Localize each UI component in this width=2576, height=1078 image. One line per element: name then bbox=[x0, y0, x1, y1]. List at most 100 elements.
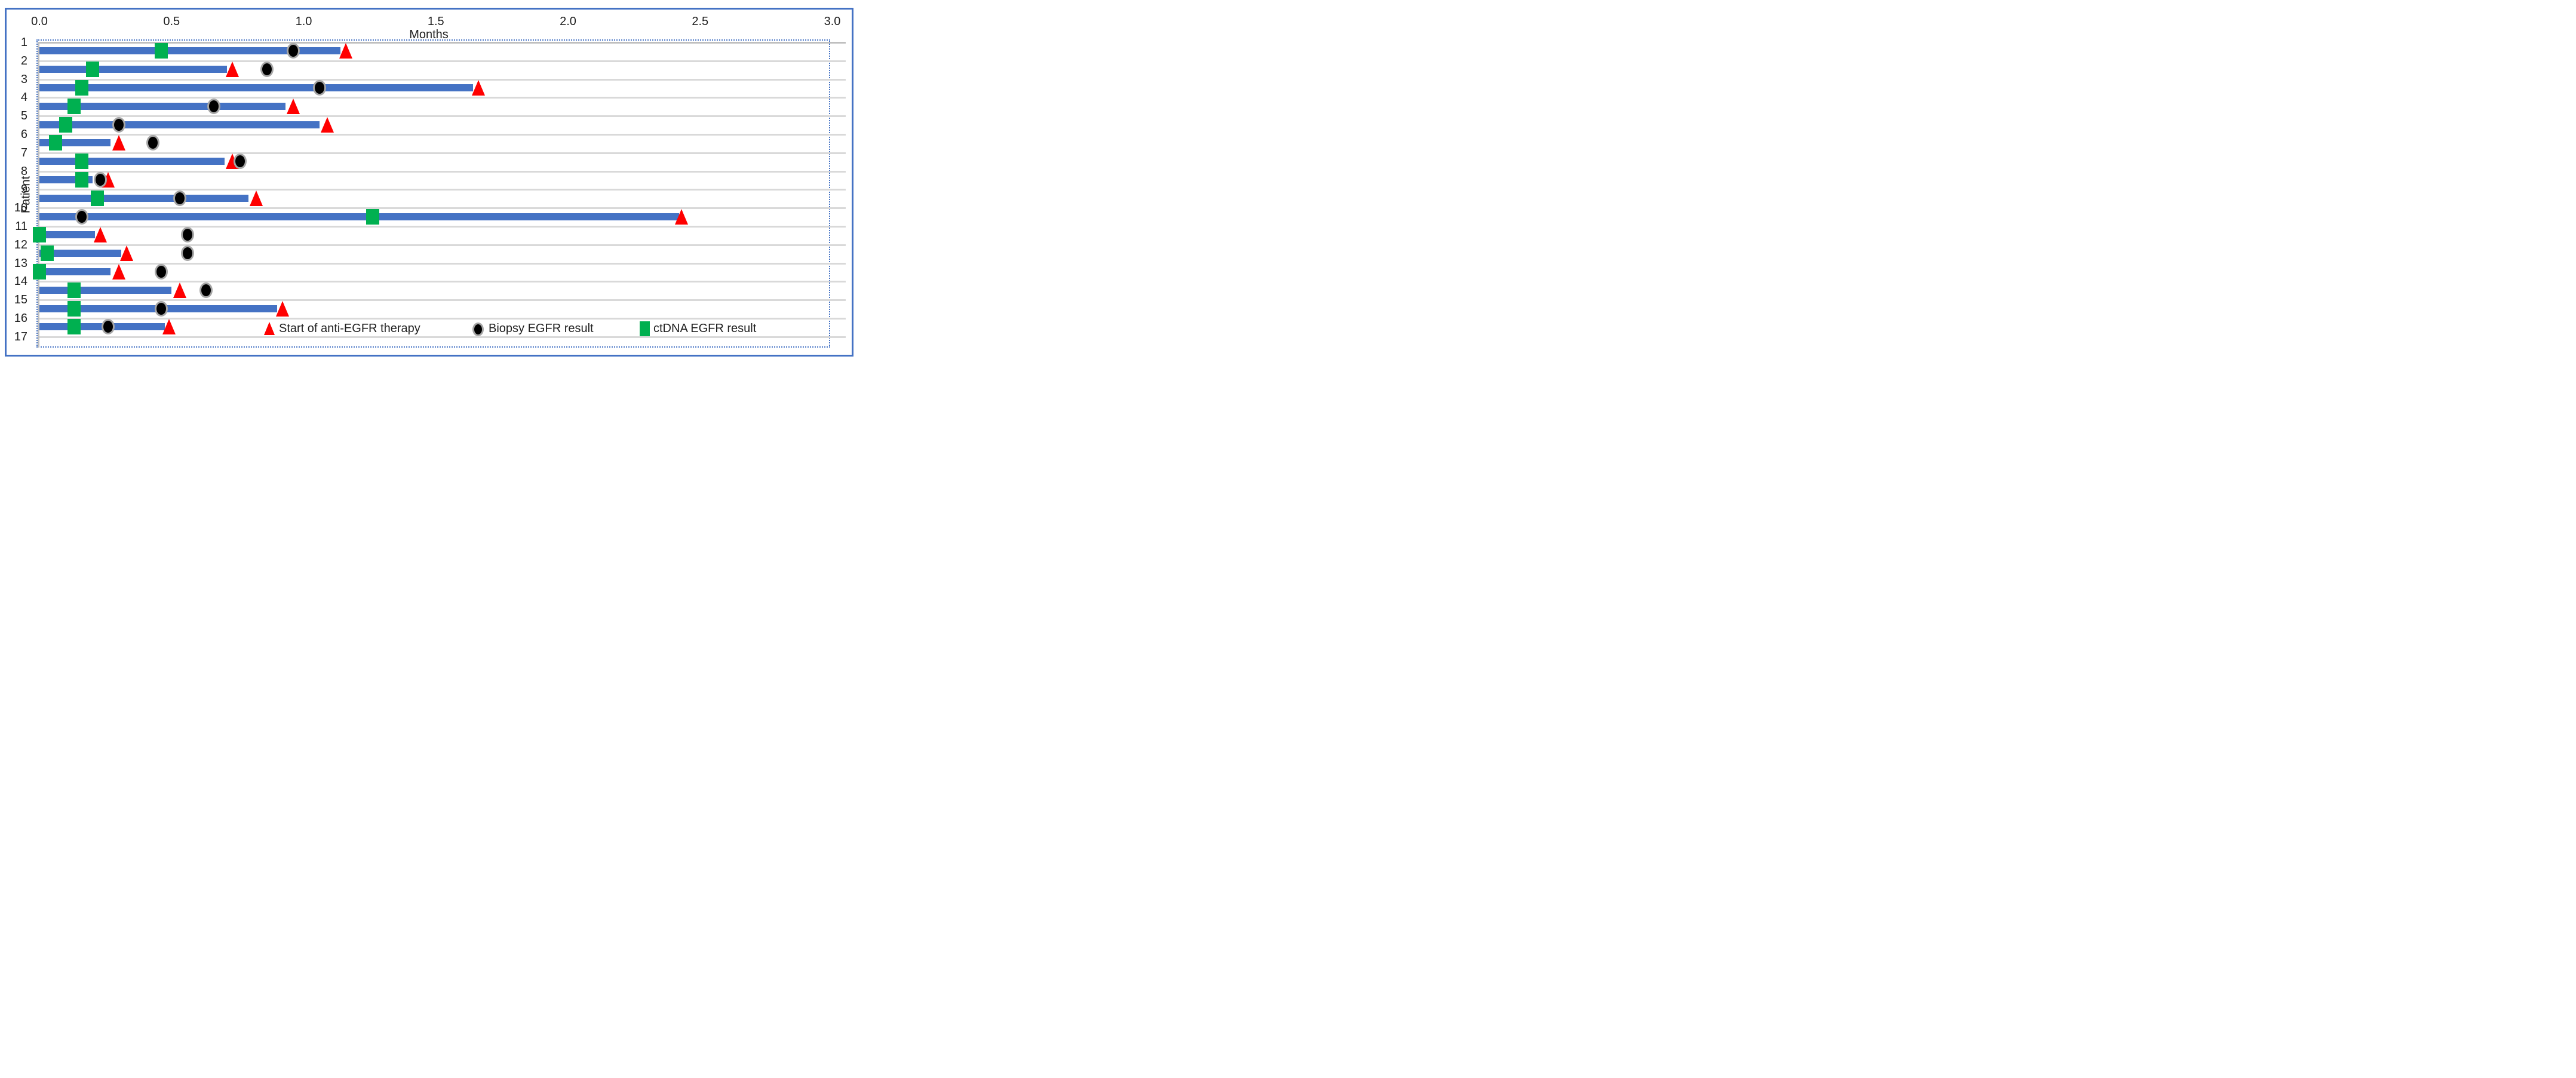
therapy-start-triangle-marker bbox=[120, 245, 134, 262]
y-tick-label: 4 bbox=[20, 91, 27, 105]
biopsy-result-circle-marker bbox=[93, 172, 107, 188]
gridline bbox=[39, 226, 846, 228]
red-triangle-icon bbox=[264, 322, 275, 335]
biopsy-result-circle-marker bbox=[286, 43, 300, 59]
y-axis-title: Patient bbox=[19, 176, 33, 214]
y-tick-label: 14 bbox=[14, 275, 27, 288]
ctdna-result-square-marker bbox=[154, 43, 168, 59]
y-tick-label: 3 bbox=[20, 72, 27, 86]
ctdna-result-square-marker bbox=[67, 282, 81, 298]
x-tick-label: 1.0 bbox=[295, 15, 312, 28]
gridline bbox=[39, 152, 846, 154]
therapy-start-triangle-marker bbox=[321, 116, 334, 133]
plot-area-dotted-selection-border bbox=[36, 39, 830, 348]
legend-label-biopsy: Biopsy EGFR result bbox=[489, 322, 594, 335]
x-tick-label: 3.0 bbox=[824, 15, 841, 28]
ctdna-result-square-marker bbox=[85, 62, 99, 78]
y-tick-label: 1 bbox=[20, 36, 27, 49]
legend-marker-biopsy bbox=[472, 321, 484, 336]
biopsy-result-circle-marker bbox=[234, 153, 247, 170]
patient-bar bbox=[39, 231, 95, 239]
therapy-start-triangle-marker bbox=[112, 135, 125, 151]
y-tick-label: 15 bbox=[14, 293, 27, 307]
y-tick-label: 12 bbox=[14, 238, 27, 251]
patient-bar bbox=[39, 194, 248, 202]
x-tick-label: 0.5 bbox=[163, 15, 180, 28]
gridline bbox=[39, 60, 846, 62]
ctdna-result-square-marker bbox=[59, 116, 73, 133]
screenshot-root: { "chart_data": { "type": "bar", "orient… bbox=[0, 0, 858, 359]
ctdna-result-square-marker bbox=[33, 264, 46, 280]
ctdna-result-square-marker bbox=[41, 245, 54, 262]
y-axis-line bbox=[38, 42, 39, 348]
biopsy-result-circle-marker bbox=[207, 98, 221, 114]
biopsy-result-circle-marker bbox=[173, 190, 186, 206]
gridline bbox=[39, 97, 846, 99]
therapy-start-triangle-marker bbox=[226, 62, 240, 78]
legend-marker-ctdna bbox=[640, 321, 650, 336]
x-tick-label: 2.5 bbox=[692, 15, 709, 28]
biopsy-result-circle-marker bbox=[180, 245, 194, 262]
biopsy-result-circle-marker bbox=[154, 300, 168, 317]
therapy-start-triangle-marker bbox=[286, 98, 300, 114]
therapy-start-triangle-marker bbox=[339, 43, 353, 59]
therapy-start-triangle-marker bbox=[112, 264, 125, 280]
gridline bbox=[39, 318, 846, 320]
y-tick-label: 2 bbox=[20, 54, 27, 67]
patient-bar bbox=[39, 47, 341, 55]
therapy-start-triangle-marker bbox=[173, 282, 186, 298]
gridline bbox=[39, 336, 846, 338]
patient-bar bbox=[39, 66, 228, 73]
therapy-start-triangle-marker bbox=[471, 80, 485, 96]
biopsy-result-circle-marker bbox=[102, 319, 115, 335]
y-tick-label: 8 bbox=[20, 164, 27, 178]
gridline bbox=[39, 299, 846, 302]
gridline bbox=[39, 244, 846, 246]
patient-bar bbox=[39, 102, 285, 110]
ctdna-result-square-marker bbox=[33, 227, 46, 243]
gantt-chart: 0.0 0.5 1.0 1.5 2.0 2.5 3.0 Months 1 2 3 4 5 6 7 8 9 10… bbox=[0, 0, 858, 359]
x-tick-label: 0.0 bbox=[31, 15, 48, 28]
x-axis-title: Months bbox=[409, 28, 449, 41]
gridline bbox=[39, 170, 846, 173]
biopsy-result-circle-marker bbox=[199, 282, 213, 298]
y-tick-label: 17 bbox=[14, 330, 27, 343]
patient-bar bbox=[39, 158, 225, 165]
ctdna-result-square-marker bbox=[67, 98, 81, 114]
therapy-start-triangle-marker bbox=[675, 208, 689, 225]
y-tick-label: 9 bbox=[20, 183, 27, 196]
gridline bbox=[39, 262, 846, 265]
patient-bar bbox=[39, 250, 122, 257]
patient-bar bbox=[39, 121, 320, 128]
ctdna-result-square-marker bbox=[366, 208, 379, 225]
biopsy-result-circle-marker bbox=[180, 227, 194, 243]
y-tick-label: 5 bbox=[20, 109, 27, 123]
ctdna-result-square-marker bbox=[75, 80, 88, 96]
patient-bar bbox=[39, 213, 679, 220]
biopsy-result-circle-marker bbox=[112, 116, 125, 133]
y-tick-label: 7 bbox=[20, 146, 27, 159]
ctdna-result-square-marker bbox=[75, 153, 88, 170]
therapy-start-triangle-marker bbox=[162, 319, 176, 335]
x-tick-label: 2.0 bbox=[560, 15, 576, 28]
legend-label-start-therapy: Start of anti-EGFR therapy bbox=[279, 322, 420, 335]
patient-bar bbox=[39, 84, 473, 91]
ctdna-result-square-marker bbox=[48, 135, 62, 151]
legend-marker-start-therapy bbox=[264, 321, 277, 336]
gridline bbox=[39, 281, 846, 283]
therapy-start-triangle-marker bbox=[93, 227, 107, 243]
biopsy-result-circle-marker bbox=[313, 80, 327, 96]
ctdna-result-square-marker bbox=[67, 300, 81, 317]
gridline bbox=[39, 78, 846, 81]
biopsy-result-circle-marker bbox=[146, 135, 160, 151]
biopsy-result-circle-marker bbox=[154, 264, 168, 280]
black-circle-icon bbox=[472, 323, 484, 336]
x-axis-line bbox=[38, 42, 846, 44]
gridline bbox=[39, 207, 846, 210]
y-tick-label: 13 bbox=[14, 256, 27, 270]
gridline bbox=[39, 134, 846, 136]
ctdna-result-square-marker bbox=[91, 190, 105, 206]
gridline bbox=[39, 189, 846, 191]
ctdna-result-square-marker bbox=[75, 172, 88, 188]
patient-bar bbox=[39, 286, 172, 294]
